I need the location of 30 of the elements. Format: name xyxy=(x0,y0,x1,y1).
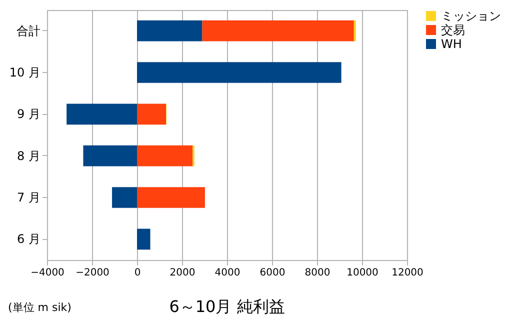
y-tick-label: 6 月 xyxy=(17,232,40,246)
bar xyxy=(83,145,137,166)
x-tick-label: 2000 xyxy=(170,268,196,278)
x-tick-label: 4000 xyxy=(214,268,240,278)
bar xyxy=(137,62,342,83)
text: 6～10月 純利益 xyxy=(169,297,285,316)
x-tick-label: −2000 xyxy=(76,268,110,278)
x-tick-label: 0 xyxy=(134,268,141,278)
legend-label: 交易 xyxy=(441,23,465,37)
bar xyxy=(202,20,354,42)
bar xyxy=(137,187,205,208)
y-tick-label: 合計 xyxy=(16,24,40,38)
bar xyxy=(137,20,202,42)
y-tick-label: 7 月 xyxy=(17,190,40,204)
bar xyxy=(137,228,150,250)
y-tick-label: 9 月 xyxy=(17,107,40,122)
legend-label: ミッション xyxy=(441,9,501,23)
bar xyxy=(112,187,137,208)
x-tick-label: 10000 xyxy=(346,268,378,278)
x-tick-label: 6000 xyxy=(260,268,286,278)
y-tick-label: 8 月 xyxy=(17,148,40,163)
text: (単位 m sik) xyxy=(8,300,72,315)
x-tick-label: −4000 xyxy=(30,268,64,278)
y-tick-label: 10 月 xyxy=(9,66,40,80)
bar xyxy=(137,104,166,125)
x-tick-label: 12000 xyxy=(392,268,424,278)
legend-label: WH xyxy=(441,37,462,51)
bar xyxy=(137,145,193,166)
bar xyxy=(66,104,137,125)
x-tick-label: 8000 xyxy=(304,268,330,278)
